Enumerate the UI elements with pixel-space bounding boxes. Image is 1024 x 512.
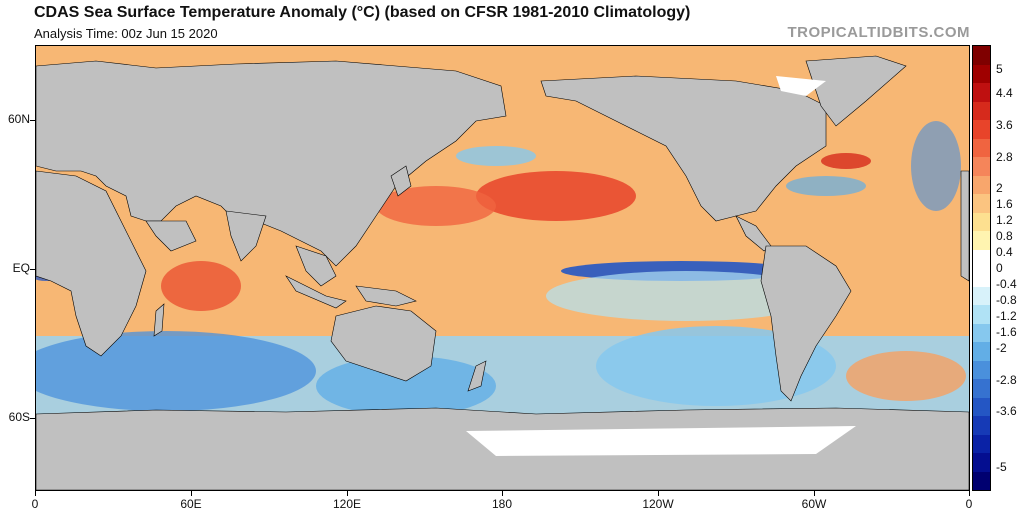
south-tasman-cool-anomaly xyxy=(316,356,496,416)
north-pacific-warm-anomaly xyxy=(476,171,636,221)
kuroshio-warm-anomaly xyxy=(376,186,496,226)
map-title: CDAS Sea Surface Temperature Anomaly (°C… xyxy=(34,4,691,21)
xtick-60e xyxy=(191,491,192,496)
colorbar-cell xyxy=(973,286,990,305)
map-canvas xyxy=(36,46,969,490)
indochina xyxy=(295,245,337,287)
colorbar-label: 0 xyxy=(996,261,1003,275)
colorbar-cell xyxy=(973,249,990,268)
colorbar-label: -3.6 xyxy=(996,404,1017,419)
colorbar-label: -1.6 xyxy=(996,324,1017,339)
colorbar xyxy=(972,45,991,491)
ytick-eq xyxy=(30,269,35,270)
colorbar-label: 4.4 xyxy=(996,85,1013,100)
ylabel-60n: 60N xyxy=(7,112,30,126)
xlabel-0-east: 0 xyxy=(965,497,973,511)
madagascar xyxy=(153,303,165,337)
colorbar-cell xyxy=(973,101,990,120)
colorbar-cell xyxy=(973,471,990,490)
colorbar-cell xyxy=(973,212,990,231)
colorbar-cell xyxy=(973,157,990,176)
colorbar-label: 2 xyxy=(996,181,1003,196)
colorbar-cell xyxy=(973,46,990,65)
colorbar-cell xyxy=(973,138,990,157)
indian-ocean-warm-anomaly xyxy=(161,261,241,311)
colorbar-label: -2.8 xyxy=(996,372,1017,387)
colorbar-label: 2.8 xyxy=(996,149,1013,164)
colorbar-label: -2 xyxy=(996,340,1007,355)
colorbar-label: 3.6 xyxy=(996,117,1013,132)
gulf-stream-cool-anomaly xyxy=(786,176,866,196)
colorbar-cell xyxy=(973,83,990,102)
colorbar-label: 1.6 xyxy=(996,197,1013,212)
india xyxy=(225,210,267,262)
africa xyxy=(36,170,147,357)
colorbar-cell xyxy=(973,305,990,324)
new-zealand xyxy=(467,360,487,392)
australia xyxy=(330,305,437,382)
north-atlantic-warm-anomaly xyxy=(821,153,871,169)
south-america xyxy=(760,245,852,402)
xtick-60w xyxy=(814,491,815,496)
arabia xyxy=(145,220,197,252)
xtick-120e xyxy=(347,491,348,496)
colorbar-label: 0.4 xyxy=(996,245,1013,260)
colorbar-cell xyxy=(973,416,990,435)
eurasia xyxy=(36,60,507,267)
brand-watermark: TROPICALTIDBITS.COM xyxy=(787,24,970,41)
colorbar-cell xyxy=(973,342,990,361)
analysis-time: Analysis Time: 00z Jun 15 2020 xyxy=(34,26,218,41)
colorbar-label: -1.2 xyxy=(996,308,1017,323)
indonesia-west xyxy=(285,275,347,309)
colorbar-cell xyxy=(973,360,990,379)
ylabel-eq: EQ xyxy=(12,261,30,275)
colorbar-cell xyxy=(973,175,990,194)
south-atlantic-warm-anomaly xyxy=(846,351,966,401)
colorbar-cell xyxy=(973,231,990,250)
arctic-sea-ice xyxy=(776,76,826,96)
japan xyxy=(390,165,412,197)
colorbar-cell xyxy=(973,453,990,472)
colorbar-cell xyxy=(973,64,990,83)
sea-ice xyxy=(466,76,856,456)
xtick-0 xyxy=(35,491,36,496)
greenland xyxy=(805,55,907,127)
colorbar-label: 1.2 xyxy=(996,213,1013,228)
sst-anomaly-map xyxy=(35,45,970,491)
colorbar-label: -0.4 xyxy=(996,276,1017,291)
new-guinea xyxy=(355,285,417,307)
east-pacific-cool-anomaly xyxy=(546,271,826,321)
colorbar-label: -5 xyxy=(996,460,1007,475)
colorbar-cell xyxy=(973,379,990,398)
colorbar-label: 0.8 xyxy=(996,229,1013,244)
colorbar-label: 5 xyxy=(996,61,1003,76)
xtick-0-east xyxy=(969,491,970,496)
xlabel-180: 180 xyxy=(491,497,513,511)
antarctic-sea-ice xyxy=(466,426,856,456)
colorbar-cell xyxy=(973,323,990,342)
colorbar-cell xyxy=(973,397,990,416)
xlabel-120w: 120W xyxy=(642,497,674,511)
ylabel-60s: 60S xyxy=(8,410,30,424)
colorbar-cell xyxy=(973,268,990,287)
colorbar-label: -0.8 xyxy=(996,292,1017,307)
bering-cool-anomaly xyxy=(456,146,536,166)
colorbar-cell xyxy=(973,194,990,213)
africa-west-edge xyxy=(960,170,969,282)
colorbar-cell xyxy=(973,120,990,139)
ytick-60n xyxy=(30,120,35,121)
xtick-180 xyxy=(502,491,503,496)
xlabel-0: 0 xyxy=(31,497,39,511)
xlabel-120e: 120E xyxy=(332,497,362,511)
east-atlantic-cool-anomaly xyxy=(911,121,961,211)
xlabel-60w: 60W xyxy=(801,497,827,511)
xlabel-60e: 60E xyxy=(180,497,202,511)
ytick-60s xyxy=(30,418,35,419)
xtick-120w xyxy=(658,491,659,496)
colorbar-cell xyxy=(973,434,990,453)
